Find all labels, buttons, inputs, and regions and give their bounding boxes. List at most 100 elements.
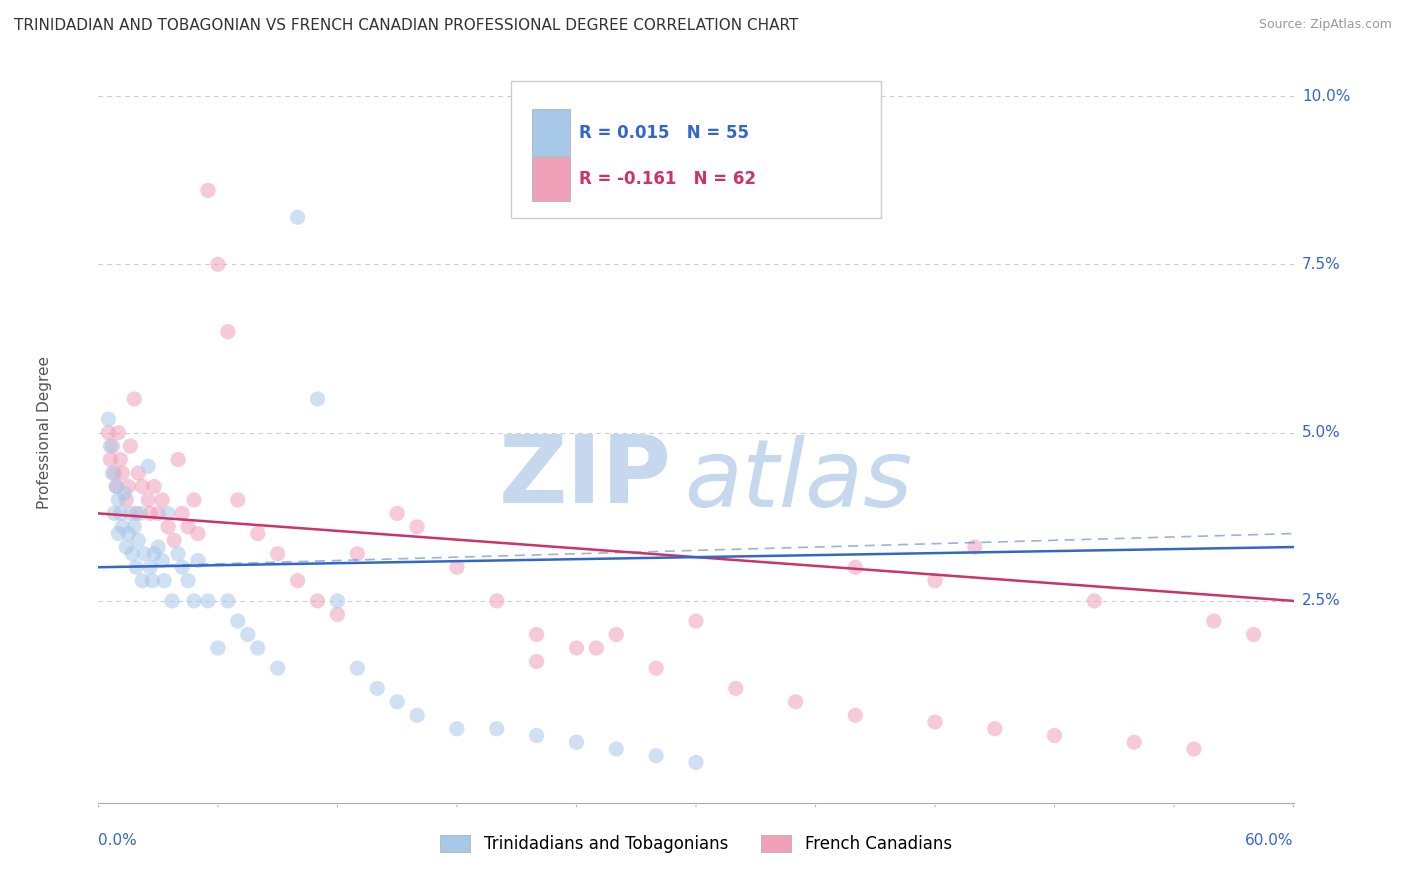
- Point: [107, 492, 129, 507]
- Point: [1083, 594, 1105, 608]
- Point: [207, 640, 229, 655]
- Point: [785, 695, 807, 709]
- FancyBboxPatch shape: [510, 81, 882, 218]
- Point: [485, 594, 508, 608]
- Point: [1243, 627, 1265, 641]
- Point: [1202, 614, 1225, 628]
- Point: [131, 479, 153, 493]
- Point: [105, 479, 128, 493]
- Point: [565, 735, 588, 749]
- Point: [924, 574, 946, 588]
- Point: [1123, 735, 1146, 749]
- Point: [226, 492, 249, 507]
- Point: [98, 452, 122, 467]
- Point: [124, 392, 146, 406]
- Point: [143, 479, 166, 493]
- FancyBboxPatch shape: [533, 109, 571, 156]
- Point: [111, 466, 134, 480]
- Point: [326, 607, 349, 622]
- Point: [125, 560, 148, 574]
- Point: [153, 574, 176, 588]
- Point: [406, 708, 429, 723]
- Text: ZIP: ZIP: [499, 431, 672, 523]
- Point: [110, 452, 132, 467]
- Point: [183, 594, 205, 608]
- Point: [963, 540, 986, 554]
- Point: [187, 553, 209, 567]
- Text: Professional Degree: Professional Degree: [37, 356, 52, 509]
- Point: [645, 748, 668, 763]
- Point: [117, 479, 139, 493]
- Point: [217, 594, 239, 608]
- Point: [167, 547, 190, 561]
- Point: [157, 520, 180, 534]
- Point: [724, 681, 747, 696]
- Point: [385, 507, 409, 521]
- Point: [150, 553, 173, 567]
- Point: [197, 183, 219, 197]
- Point: [134, 547, 156, 561]
- Point: [287, 211, 309, 225]
- Point: [117, 526, 139, 541]
- Point: [143, 547, 166, 561]
- Point: [172, 560, 194, 574]
- Text: 10.0%: 10.0%: [1302, 88, 1350, 103]
- Point: [287, 574, 309, 588]
- Point: [526, 627, 548, 641]
- Point: [605, 627, 627, 641]
- Point: [585, 640, 607, 655]
- Point: [105, 479, 128, 493]
- Point: [346, 661, 368, 675]
- Point: [346, 547, 368, 561]
- Text: 7.5%: 7.5%: [1302, 257, 1340, 272]
- Point: [150, 492, 173, 507]
- Point: [141, 574, 163, 588]
- Point: [267, 547, 290, 561]
- Point: [136, 459, 159, 474]
- FancyBboxPatch shape: [533, 157, 571, 201]
- Text: R = 0.015   N = 55: R = 0.015 N = 55: [579, 124, 749, 142]
- Point: [124, 520, 146, 534]
- Point: [136, 492, 159, 507]
- Point: [485, 722, 508, 736]
- Point: [177, 574, 200, 588]
- Point: [97, 425, 120, 440]
- Point: [326, 594, 349, 608]
- Point: [844, 560, 866, 574]
- Point: [101, 466, 124, 480]
- Point: [246, 640, 269, 655]
- Point: [98, 439, 122, 453]
- Point: [107, 425, 129, 440]
- Point: [645, 661, 668, 675]
- Point: [685, 614, 707, 628]
- Point: [111, 520, 134, 534]
- Point: [446, 560, 468, 574]
- Text: 60.0%: 60.0%: [1246, 833, 1294, 848]
- Point: [1182, 742, 1205, 756]
- Point: [924, 714, 946, 729]
- Point: [197, 594, 219, 608]
- Point: [226, 614, 249, 628]
- Point: [131, 574, 153, 588]
- Point: [127, 466, 149, 480]
- Point: [103, 466, 125, 480]
- Point: [605, 742, 627, 756]
- Text: 5.0%: 5.0%: [1302, 425, 1340, 440]
- Point: [112, 486, 135, 500]
- Point: [685, 756, 707, 770]
- Point: [127, 533, 149, 548]
- Point: [167, 452, 190, 467]
- Point: [110, 507, 132, 521]
- Point: [183, 492, 205, 507]
- Point: [366, 681, 388, 696]
- Point: [177, 520, 200, 534]
- Point: [139, 507, 162, 521]
- Point: [526, 655, 548, 669]
- Text: TRINIDADIAN AND TOBAGONIAN VS FRENCH CANADIAN PROFESSIONAL DEGREE CORRELATION CH: TRINIDADIAN AND TOBAGONIAN VS FRENCH CAN…: [14, 18, 799, 33]
- Point: [129, 507, 152, 521]
- Point: [103, 507, 125, 521]
- Point: [1043, 729, 1066, 743]
- Point: [120, 507, 142, 521]
- Point: [163, 533, 186, 548]
- Point: [107, 526, 129, 541]
